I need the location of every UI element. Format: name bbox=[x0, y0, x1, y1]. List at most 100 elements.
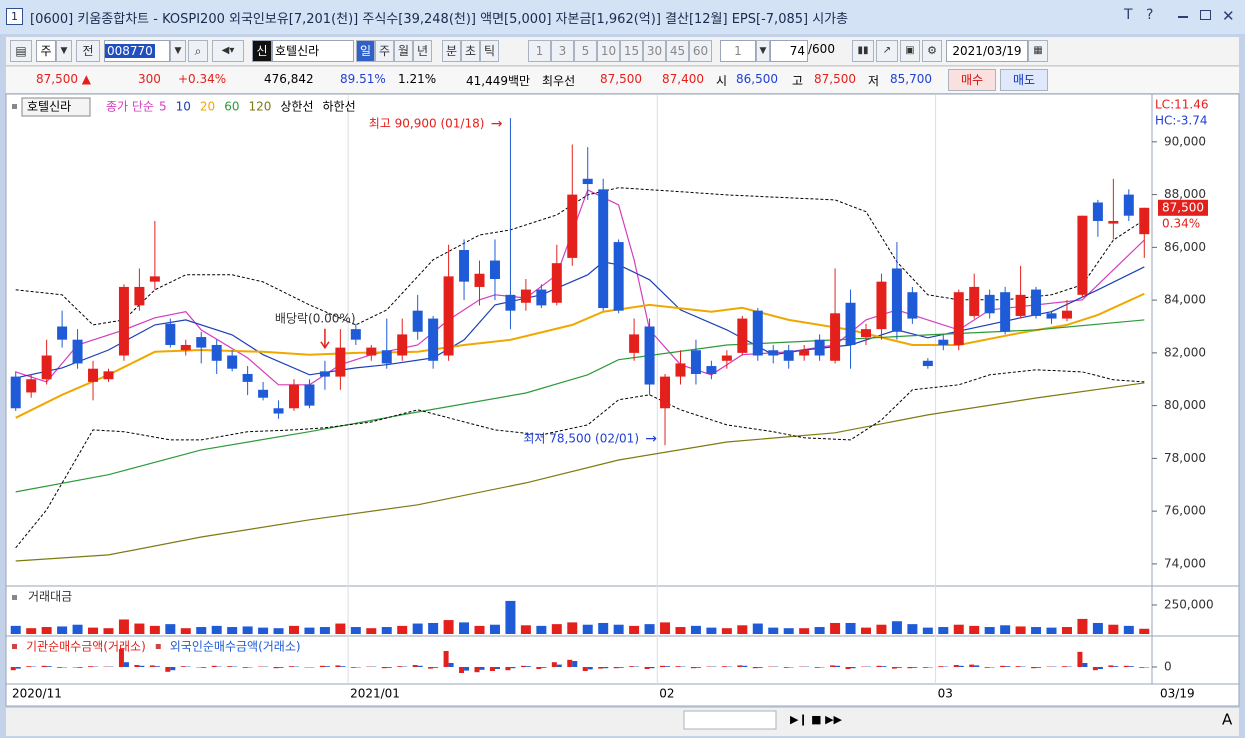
candle-body bbox=[242, 373, 253, 382]
candle-body bbox=[443, 276, 454, 356]
net-bar bbox=[149, 665, 155, 667]
candle-body bbox=[459, 249, 470, 282]
volume-bar bbox=[721, 628, 732, 634]
tool[interactable]: ▮▮ bbox=[852, 40, 874, 62]
prev-button[interactable]: 전 bbox=[76, 40, 100, 62]
candle-body bbox=[1046, 313, 1057, 319]
period-button[interactable]: 분 bbox=[442, 40, 461, 62]
interval-button[interactable]: 1 bbox=[528, 40, 551, 62]
volume-bar bbox=[489, 624, 500, 634]
window-button[interactable]: T bbox=[1124, 7, 1133, 23]
volume-bar bbox=[644, 624, 655, 634]
period-button[interactable]: 월 bbox=[394, 40, 413, 62]
interval-button[interactable]: 15 bbox=[620, 40, 643, 62]
dropdown[interactable]: ▼ bbox=[170, 40, 186, 62]
sell-button[interactable]: 매도 bbox=[1000, 69, 1048, 91]
legend-entry: 기관순매수금액(거래소) bbox=[26, 640, 146, 654]
net-bar bbox=[912, 667, 918, 668]
window-button[interactable]: ? bbox=[1146, 7, 1154, 23]
interval-button[interactable]: 5 bbox=[574, 40, 597, 62]
volume-bar bbox=[768, 627, 779, 634]
volume-bar bbox=[690, 625, 701, 634]
menu-icon[interactable]: ▤ bbox=[10, 40, 32, 62]
volume-bar bbox=[907, 624, 918, 634]
sound[interactable]: ◀▾ bbox=[212, 40, 244, 62]
interval-button[interactable]: 30 bbox=[643, 40, 666, 62]
legend-entry: 5 bbox=[159, 100, 167, 114]
volume-bar bbox=[26, 628, 37, 634]
close[interactable]: ✕ bbox=[1222, 7, 1235, 25]
tool[interactable]: ↗ bbox=[876, 40, 898, 62]
candle-body bbox=[876, 281, 887, 330]
save[interactable]: ▣ bbox=[900, 40, 920, 62]
volume-bar bbox=[845, 622, 856, 634]
net-bar bbox=[525, 666, 531, 667]
scrollbar[interactable] bbox=[683, 710, 777, 730]
footer-bar bbox=[6, 708, 1239, 736]
interval-button[interactable]: 45 bbox=[666, 40, 689, 62]
high-label: 고 bbox=[792, 74, 804, 88]
y-tick-label: 74,000 bbox=[1164, 556, 1206, 570]
candle-body bbox=[227, 355, 238, 369]
net-bar bbox=[335, 665, 341, 667]
quote-bar: 87,500 ▲ 300 +0.34% 476,842 89.51% 1.21%… bbox=[6, 66, 1239, 93]
net-bar bbox=[876, 665, 882, 667]
y-tick-label: 84,000 bbox=[1164, 293, 1206, 307]
net-bar bbox=[1061, 666, 1067, 667]
legend-entry: 외국인순매수금액(거래소) bbox=[170, 640, 301, 654]
net-bar bbox=[381, 667, 387, 669]
multiplier[interactable]: 1 bbox=[720, 40, 756, 62]
candle-body bbox=[26, 379, 37, 393]
net-bar bbox=[26, 666, 32, 667]
net-bar bbox=[850, 667, 856, 669]
net-bar bbox=[1113, 666, 1119, 667]
best-bid: 87,400 bbox=[662, 72, 704, 86]
y-tick-label: 0 bbox=[1164, 660, 1172, 674]
period-button[interactable]: 일 bbox=[356, 40, 375, 62]
font-button[interactable]: A bbox=[1222, 711, 1233, 729]
interval-button[interactable]: 3 bbox=[551, 40, 574, 62]
candle-body bbox=[613, 242, 624, 311]
chart-area bbox=[5, 93, 1240, 707]
window-title: [0600] 키움종합차트 - KOSPI200 외국인보유[7,201(천)]… bbox=[30, 12, 849, 27]
dropdown[interactable]: ▼ bbox=[756, 40, 770, 62]
net-bar bbox=[464, 667, 470, 671]
date-input[interactable]: 2021/03/19 bbox=[946, 40, 1028, 62]
interval-button[interactable]: 60 bbox=[689, 40, 712, 62]
count[interactable]: 74 bbox=[770, 40, 808, 62]
candle-body bbox=[103, 371, 114, 380]
volume-bar bbox=[459, 622, 470, 634]
volume-bar bbox=[737, 625, 748, 634]
legend-entry: 10 bbox=[176, 100, 191, 114]
net-bar bbox=[139, 665, 145, 667]
net-bar bbox=[1128, 666, 1134, 667]
net-bar bbox=[1077, 651, 1083, 667]
buy-button[interactable]: 매수 bbox=[948, 69, 996, 91]
minimize[interactable] bbox=[1178, 16, 1188, 18]
settings[interactable]: ⚙ bbox=[922, 40, 942, 62]
net-bar bbox=[417, 665, 423, 667]
volume-bar bbox=[1123, 625, 1134, 634]
volume-bar bbox=[180, 628, 191, 634]
period-button[interactable]: 틱 bbox=[480, 40, 499, 62]
net-bar bbox=[289, 666, 294, 667]
code-input[interactable]: 008770 bbox=[104, 40, 170, 62]
candle-body bbox=[118, 286, 129, 356]
period-button[interactable]: 초 bbox=[461, 40, 480, 62]
search[interactable]: ⌕ bbox=[188, 40, 208, 62]
nav-buttons[interactable]: ▶❙ ■ ▶▶ bbox=[790, 713, 843, 726]
period-button[interactable]: 년 bbox=[413, 40, 432, 62]
period-button[interactable]: 주 bbox=[375, 40, 394, 62]
net-bar bbox=[830, 665, 836, 667]
panel-title: 거래대금 bbox=[28, 590, 72, 604]
interval-button[interactable]: 10 bbox=[597, 40, 620, 62]
volume-bar bbox=[613, 624, 624, 634]
dropdown[interactable]: ▼ bbox=[56, 40, 72, 62]
candle-body bbox=[582, 178, 593, 185]
market-select[interactable]: 주 bbox=[36, 40, 56, 62]
volume-bar bbox=[443, 620, 454, 634]
restore[interactable] bbox=[1200, 10, 1211, 20]
candle-body bbox=[644, 326, 655, 385]
calendar[interactable]: ▦ bbox=[1028, 40, 1048, 62]
net-bar bbox=[180, 666, 186, 667]
